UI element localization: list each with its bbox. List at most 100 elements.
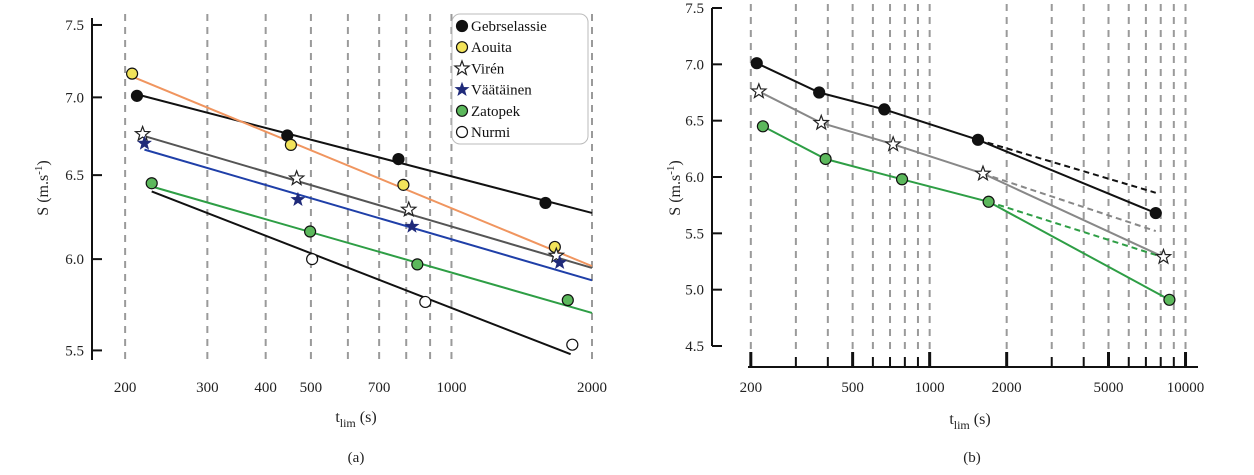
fit-line-gebrselassie <box>136 93 593 214</box>
point-virén <box>812 113 831 131</box>
x-axis-title-sub: lim <box>340 416 357 430</box>
point-gebrselassie <box>750 57 763 70</box>
panel-b: 4.5 5.0 5.5 6.0 6.5 7.0 7.5 200 500 1000 2000 5000 1… <box>665 1 1204 466</box>
y-tick-label: 6.0 <box>65 252 84 268</box>
x-axis-title-sub: lim <box>954 418 971 432</box>
y-axis-title-end: ) <box>35 160 52 165</box>
point-nurmi <box>306 253 319 266</box>
y-axis-title-sup: -1 <box>33 166 45 175</box>
fit-line-väätäinen <box>144 148 593 282</box>
series-line-gebrselassie <box>756 62 1157 215</box>
legend-label: Aouita <box>471 40 512 56</box>
point-gebrselassie <box>539 196 552 210</box>
x-tick-label: 2000 <box>992 380 1022 396</box>
fit-line-aouita <box>131 75 593 268</box>
point-väätäinen <box>404 218 420 233</box>
y-tick-label: 6.5 <box>65 168 84 184</box>
x-axis-title-main: t <box>949 411 954 428</box>
y-axis-title: S (m.s-1) <box>33 160 52 215</box>
panel-a: 5.5 6.0 6.5 7.0 7.5 200 300 400 500 700 1000 2000 tl… <box>33 13 607 466</box>
x-axis-title-unit: (s) <box>356 409 377 426</box>
point-gebrselassie <box>130 89 144 102</box>
legend: Gebrselassie Aouita Virén Väätäinen Zatopek N… <box>451 13 589 145</box>
grid <box>749 4 1187 350</box>
x-axis-title-main: t <box>335 409 340 426</box>
x-tick-label: 300 <box>196 380 219 396</box>
point-virén <box>974 164 992 182</box>
x-tick-label: 200 <box>114 380 137 396</box>
point-zatopek <box>1163 293 1176 306</box>
panel-caption: (a) <box>348 450 365 466</box>
series-points <box>126 67 579 351</box>
x-axis-title-unit: (s) <box>970 411 991 428</box>
point-gebrselassie <box>878 103 891 116</box>
series-line-virén <box>758 90 1164 258</box>
grid <box>124 14 593 364</box>
y-tick-label: 6.5 <box>685 114 704 130</box>
point-zatopek <box>411 258 424 271</box>
legend-marker-nurmi <box>455 125 469 139</box>
y-tick-label: 7.5 <box>65 18 84 34</box>
legend-label: Zatopek <box>471 104 521 120</box>
fit-line-nurmi <box>151 190 571 356</box>
point-zatopek <box>304 225 317 238</box>
point-gebrselassie <box>392 153 405 166</box>
x-tick-label: 1000 <box>436 380 466 396</box>
point-väätäinen <box>136 135 152 150</box>
point-nurmi <box>566 338 579 351</box>
point-aouita <box>284 138 298 151</box>
x-tick-label: 500 <box>300 380 323 396</box>
legend-marker-gebrselassie <box>455 19 469 33</box>
y-tick-label: 5.5 <box>65 343 84 359</box>
point-virén <box>287 169 306 186</box>
y-tick-label: 6.0 <box>685 170 704 186</box>
x-tick-label: 200 <box>740 380 763 396</box>
legend-box <box>451 13 589 145</box>
panel-caption: (b) <box>963 450 981 466</box>
legend-label: Gebrselassie <box>471 19 547 35</box>
legend-marker-virén <box>453 59 471 76</box>
point-gebrselassie <box>813 86 826 99</box>
point-gebrselassie <box>1149 206 1162 220</box>
projection-line-virén <box>982 172 1157 233</box>
point-zatopek <box>756 120 770 133</box>
x-tick-label: 700 <box>368 380 391 396</box>
x-tick-label: 10000 <box>1167 380 1205 396</box>
x-axis-title: tlim (s) <box>949 411 990 432</box>
legend-label: Virén <box>471 61 505 77</box>
x-axis: 200 300 400 500 700 1000 2000 <box>114 380 607 396</box>
x-tick-label: 5000 <box>1094 380 1124 396</box>
legend-label: Nurmi <box>471 125 510 141</box>
x-tick-label: 400 <box>254 380 277 396</box>
y-axis-title: S (m.s-1) <box>665 160 684 215</box>
legend-marker-aouita <box>455 41 469 54</box>
y-axis-title-sup: -1 <box>665 166 677 175</box>
x-tick-label: 2000 <box>577 380 607 396</box>
point-virén <box>1154 247 1173 265</box>
y-tick-label: 5.5 <box>685 226 704 242</box>
y-axis-title-main: S (m.s <box>35 175 52 216</box>
y-tick-label: 7.5 <box>685 1 704 17</box>
point-zatopek <box>819 152 832 166</box>
x-axis-title: tlim (s) <box>335 409 376 430</box>
series-lines <box>131 75 593 356</box>
point-gebrselassie <box>971 133 985 146</box>
y-tick-label: 7.0 <box>65 90 84 106</box>
series-points <box>750 57 1176 306</box>
legend-label: Väätäinen <box>471 83 532 99</box>
fit-line-zatopek <box>151 185 593 314</box>
point-virén <box>133 124 152 142</box>
fit-line-virén <box>142 134 593 269</box>
y-tick-label: 5.0 <box>685 283 704 299</box>
legend-marker-väätäinen <box>454 81 470 96</box>
projection-line-zatopek <box>988 200 1170 261</box>
point-virén <box>547 246 566 264</box>
y-axis: 4.5 5.0 5.5 6.0 6.5 7.0 7.5 <box>685 1 722 355</box>
point-nurmi <box>419 295 432 309</box>
x-tick-label: 500 <box>841 380 864 396</box>
point-aouita <box>126 67 139 80</box>
legend-marker-zatopek <box>455 104 469 117</box>
y-tick-label: 7.0 <box>685 57 704 73</box>
x-axis: 200 500 1000 2000 5000 10000 <box>740 352 1205 396</box>
